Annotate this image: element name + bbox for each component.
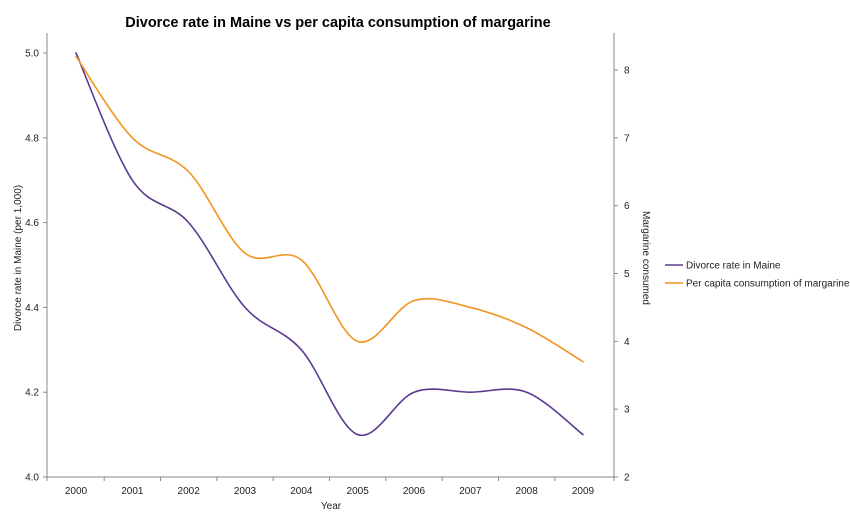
- left-y-ticks: 4.0 4.2 4.4 4.6 4.8 5.0: [25, 49, 47, 484]
- right-y-tick-label: 4: [624, 337, 630, 348]
- x-tick-label: 2004: [290, 486, 313, 497]
- x-tick-label: 2001: [121, 486, 144, 497]
- plot-area: 2000 2001 2002 2003 2004 2005 2006 2007 2008 2009…: [25, 33, 630, 497]
- left-y-axis-title: Divorce rate in Maine (per 1,000): [13, 185, 24, 331]
- legend: Divorce rate in Maine Per capita consump…: [665, 261, 850, 290]
- x-tick-label: 2006: [403, 486, 426, 497]
- left-y-tick-label: 4.4: [25, 303, 39, 314]
- left-y-tick-label: 4.2: [25, 388, 39, 399]
- chart-title: Divorce rate in Maine vs per capita cons…: [125, 15, 550, 31]
- right-y-tick-label: 6: [624, 201, 630, 212]
- series-line-divorce: [75, 52, 584, 437]
- right-y-tick-label: 8: [624, 66, 630, 77]
- left-y-tick-label: 4.0: [25, 473, 39, 484]
- x-ticks: 2000 2001 2002 2003 2004 2005 2006 2007 2008 2009: [46, 477, 615, 497]
- x-tick-label: 2008: [516, 486, 539, 497]
- legend-label-margarine: Per capita consumption of margarine: [686, 279, 850, 290]
- right-y-tick-label: 3: [624, 405, 630, 416]
- legend-label-divorce: Divorce rate in Maine: [686, 261, 781, 272]
- x-tick-label: 2005: [347, 486, 370, 497]
- x-tick-label: 2007: [459, 486, 482, 497]
- x-tick-label: 2009: [572, 486, 595, 497]
- x-tick-label: 2003: [234, 486, 257, 497]
- x-axis-title: Year: [321, 501, 342, 512]
- x-tick-label: 2000: [65, 486, 88, 497]
- right-y-axis-title: Margarine consumed: [640, 211, 651, 305]
- left-y-tick-label: 4.6: [25, 218, 39, 229]
- x-tick-label: 2002: [178, 486, 201, 497]
- right-y-tick-label: 7: [624, 133, 630, 144]
- right-y-tick-label: 5: [624, 269, 630, 280]
- left-y-tick-label: 4.8: [25, 133, 39, 144]
- left-y-tick-label: 5.0: [25, 49, 39, 60]
- series-layer: [75, 52, 584, 437]
- series-line-margarine: [75, 55, 584, 363]
- right-y-ticks: 2 3 4 5 6 7 8: [614, 66, 630, 484]
- right-y-tick-label: 2: [624, 473, 630, 484]
